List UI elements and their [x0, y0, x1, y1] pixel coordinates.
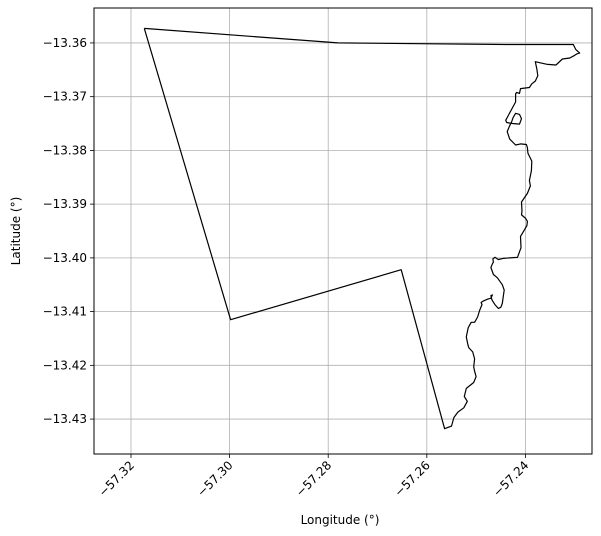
- x-axis-label: Longitude (°): [301, 513, 380, 527]
- y-tick-label: −13.41: [43, 305, 87, 319]
- y-tick-label: −13.37: [43, 90, 87, 104]
- y-tick-label: −13.36: [43, 36, 87, 50]
- plot-frame: [93, 7, 593, 455]
- y-axis-label: Latitude (°): [9, 197, 23, 266]
- y-tick-label: −13.40: [43, 251, 87, 265]
- y-tick-label: −13.38: [43, 143, 87, 157]
- plot-data: [143, 27, 581, 430]
- y-tick-label: −13.42: [43, 358, 87, 372]
- y-tick-label: −13.43: [43, 412, 87, 426]
- y-tick-label: −13.39: [43, 197, 87, 211]
- boundary-outline: [143, 27, 581, 430]
